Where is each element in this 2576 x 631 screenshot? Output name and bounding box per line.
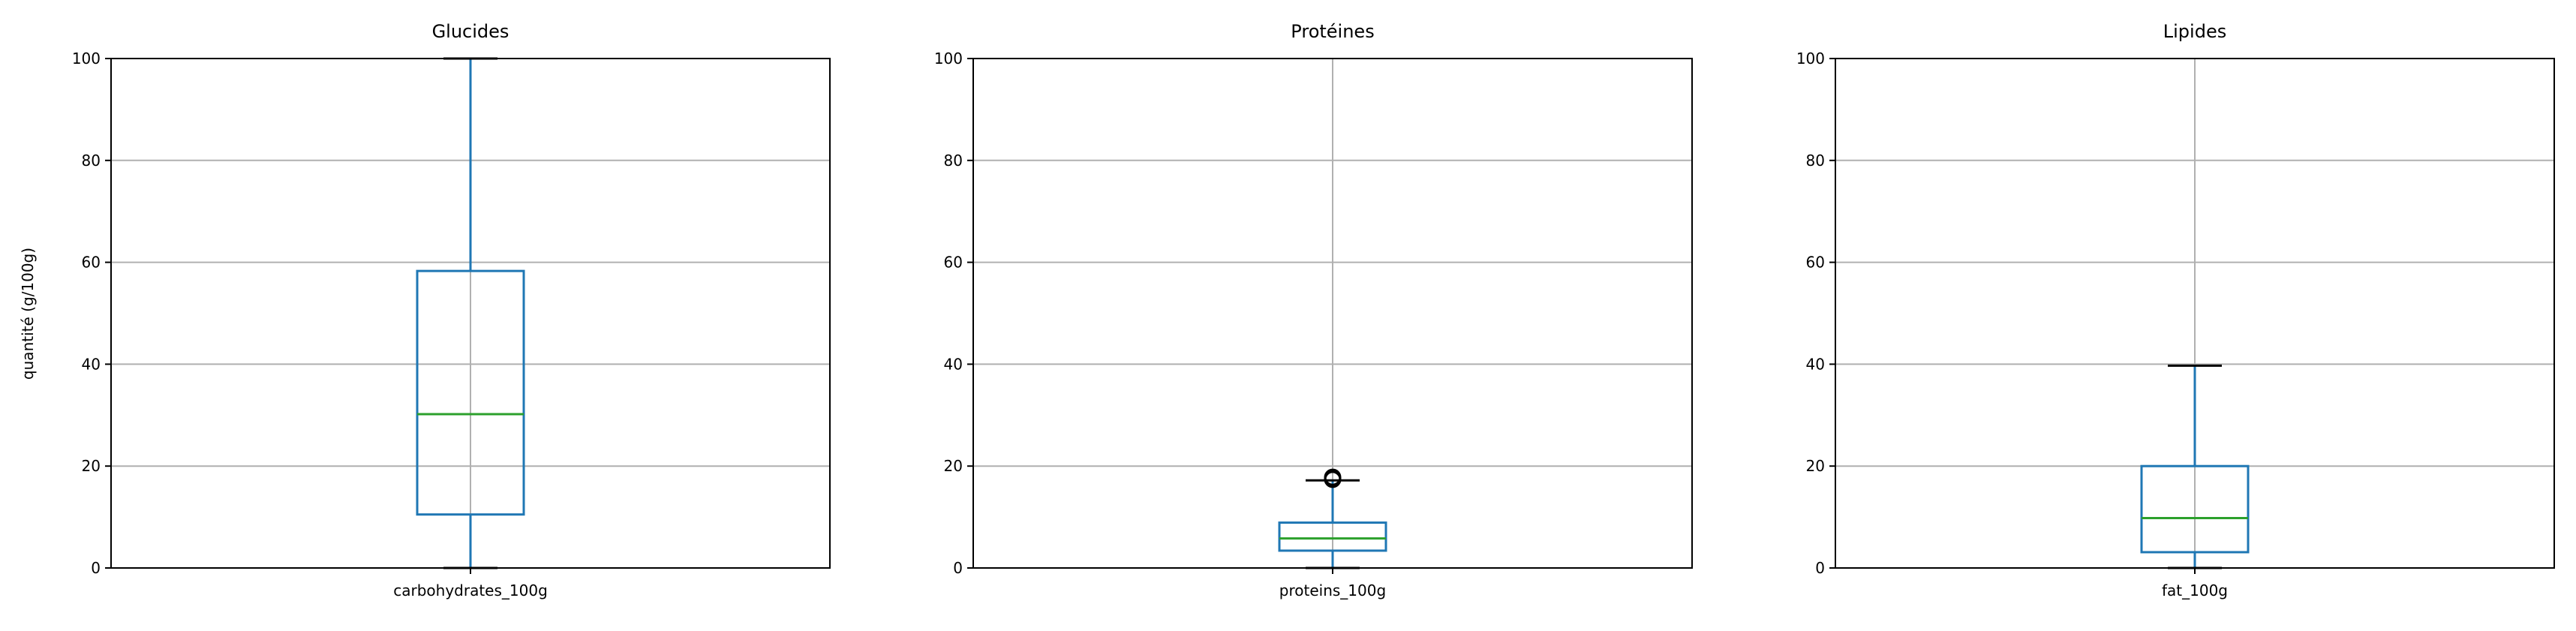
y-tick-label: 100 bbox=[934, 50, 963, 68]
chart-panel-2: 0 20 40 60 80 100 proteins_100g Protéines bbox=[934, 21, 1693, 599]
chart-panel-1: 0 20 40 60 80 100 carbohydrates_100g Glucides bbox=[72, 21, 831, 599]
y-tick-label: 0 bbox=[953, 559, 963, 577]
y-tick-label: 80 bbox=[82, 152, 101, 170]
chart-title: Lipides bbox=[2163, 21, 2226, 42]
y-tick-label: 0 bbox=[1815, 559, 1825, 577]
y-axis-label: quantité (g/100g) bbox=[19, 248, 37, 380]
chart-panel-3: 0 20 40 60 80 100 fat_100g Lipides bbox=[1796, 21, 2555, 599]
chart-panels: 0 20 40 60 80 100 carbohydrates_100g Glucides 0 2… bbox=[72, 21, 2555, 599]
y-tick-label: 20 bbox=[944, 457, 963, 475]
y-tick-label: 100 bbox=[1796, 50, 1825, 68]
y-tick-label: 20 bbox=[1806, 457, 1825, 475]
chart-title: Glucides bbox=[432, 21, 509, 42]
y-tick-label: 60 bbox=[82, 254, 101, 272]
x-tick-label: carbohydrates_100g bbox=[393, 581, 548, 599]
y-tick-label: 40 bbox=[944, 355, 963, 373]
x-tick-label: proteins_100g bbox=[1279, 581, 1386, 599]
y-tick-label: 80 bbox=[944, 152, 963, 170]
y-tick-label: 80 bbox=[1806, 152, 1825, 170]
y-tick-label: 60 bbox=[944, 254, 963, 272]
box-iqr bbox=[416, 269, 525, 516]
x-tick-label: fat_100g bbox=[2162, 581, 2228, 599]
y-tick-label: 40 bbox=[1806, 355, 1825, 373]
y-tick-label: 0 bbox=[91, 559, 101, 577]
box-iqr bbox=[2140, 464, 2250, 554]
chart-title: Protéines bbox=[1291, 21, 1374, 42]
y-tick-label: 60 bbox=[1806, 254, 1825, 272]
y-tick-label: 100 bbox=[72, 50, 101, 68]
y-tick-label: 40 bbox=[82, 355, 101, 373]
outlier-point bbox=[1324, 468, 1342, 486]
y-tick-label: 20 bbox=[82, 457, 101, 475]
box-iqr bbox=[1278, 521, 1387, 552]
